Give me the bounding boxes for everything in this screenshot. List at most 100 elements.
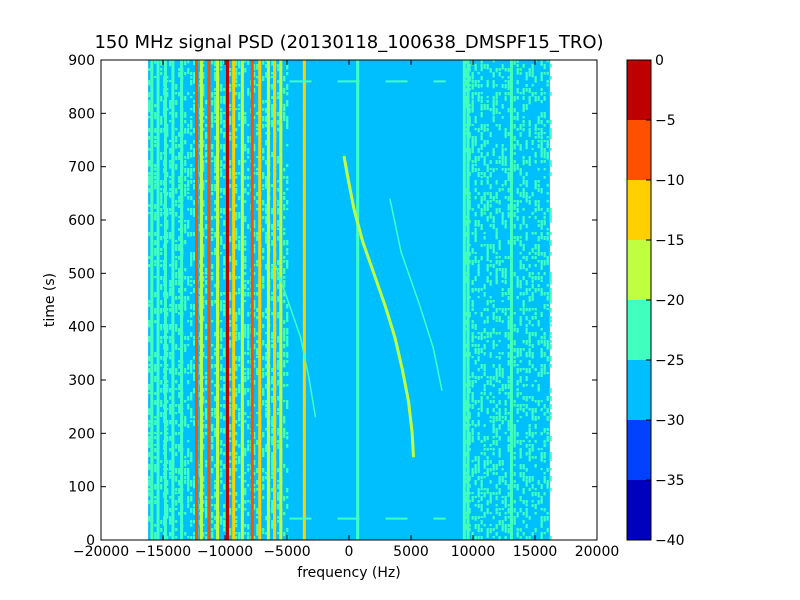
noise-speck [187, 280, 190, 286]
noise-speck [154, 232, 157, 236]
noise-speck [256, 412, 259, 415]
noise-speck [483, 244, 486, 247]
noise-speck [253, 488, 256, 493]
noise-speck [531, 500, 534, 503]
noise-speck [528, 160, 531, 166]
noise-speck [507, 84, 510, 90]
noise-speck [229, 312, 232, 315]
noise-speck [504, 224, 507, 229]
x-tick-label: −10000 [197, 544, 253, 560]
noise-speck [543, 476, 546, 481]
noise-speck [483, 448, 486, 451]
noise-speck [253, 312, 256, 318]
noise-speck [190, 260, 193, 265]
noise-speck [495, 96, 498, 100]
noise-speck [265, 204, 268, 208]
noise-speck [471, 420, 474, 426]
noise-speck [468, 500, 471, 503]
noise-speck [265, 184, 268, 189]
noise-speck [531, 296, 534, 302]
noise-speck [211, 532, 214, 538]
noise-speck [235, 236, 238, 241]
noise-speck [519, 192, 522, 197]
noise-speck [190, 180, 193, 184]
noise-speck [543, 428, 546, 433]
noise-speck [154, 448, 157, 453]
noise-speck [220, 344, 223, 349]
noise-speck [492, 244, 495, 248]
noise-speck [519, 260, 522, 266]
noise-speck [244, 472, 247, 475]
noise-speck [271, 368, 274, 372]
noise-speck [238, 60, 241, 66]
noise-speck [223, 520, 226, 525]
noise-speck [504, 312, 507, 316]
noise-speck [247, 376, 250, 380]
noise-speck [528, 320, 531, 325]
noise-speck [522, 64, 525, 68]
noise-speck [214, 480, 217, 483]
noise-speck [492, 108, 495, 114]
noise-speck [244, 324, 247, 330]
noise-speck [468, 192, 471, 196]
noise-speck [528, 360, 531, 366]
noise-speck [492, 80, 495, 85]
noise-speck [166, 436, 169, 442]
noise-speck [277, 68, 280, 72]
noise-speck [489, 132, 492, 138]
noise-speck [148, 464, 151, 470]
noise-speck [178, 372, 181, 376]
noise-speck [546, 192, 549, 195]
noise-speck [474, 516, 477, 521]
noise-speck [229, 404, 232, 408]
noise-speck [286, 72, 289, 76]
x-tick-label: 15000 [513, 544, 558, 560]
noise-speck [238, 460, 241, 464]
noise-speck [477, 172, 480, 178]
noise-speck [229, 400, 232, 403]
noise-speck [483, 524, 486, 527]
noise-speck [214, 188, 217, 192]
noise-speck [489, 460, 492, 464]
noise-speck [235, 68, 238, 72]
noise-speck [486, 280, 489, 283]
noise-speck [477, 352, 480, 355]
noise-speck [546, 484, 549, 489]
noise-speck [489, 260, 492, 263]
noise-speck [220, 368, 223, 372]
noise-speck [205, 372, 208, 375]
noise-speck [477, 268, 480, 274]
noise-speck [477, 168, 480, 172]
noise-speck [265, 516, 268, 521]
noise-speck [516, 284, 519, 288]
noise-speck [166, 480, 169, 486]
noise-speck [549, 160, 552, 166]
noise-speck [244, 280, 247, 283]
noise-speck [534, 132, 537, 135]
noise-speck [190, 396, 193, 401]
noise-speck [190, 416, 193, 419]
noise-speck [154, 496, 157, 499]
noise-speck [166, 144, 169, 148]
noise-speck [205, 532, 208, 535]
noise-speck [229, 176, 232, 180]
noise-speck [531, 148, 534, 151]
noise-speck [501, 116, 504, 119]
noise-speck [283, 112, 286, 118]
noise-speck [546, 208, 549, 212]
noise-speck [253, 444, 256, 449]
noise-speck [202, 396, 205, 401]
noise-speck [504, 256, 507, 259]
noise-speck [175, 276, 178, 279]
noise-speck [190, 312, 193, 318]
noise-speck [537, 324, 540, 327]
noise-speck [525, 104, 528, 110]
noise-speck [519, 368, 522, 372]
noise-speck [166, 232, 169, 237]
noise-speck [211, 436, 214, 441]
noise-speck [474, 228, 477, 233]
noise-speck [537, 272, 540, 275]
noise-speck [504, 496, 507, 502]
noise-speck [498, 112, 501, 115]
